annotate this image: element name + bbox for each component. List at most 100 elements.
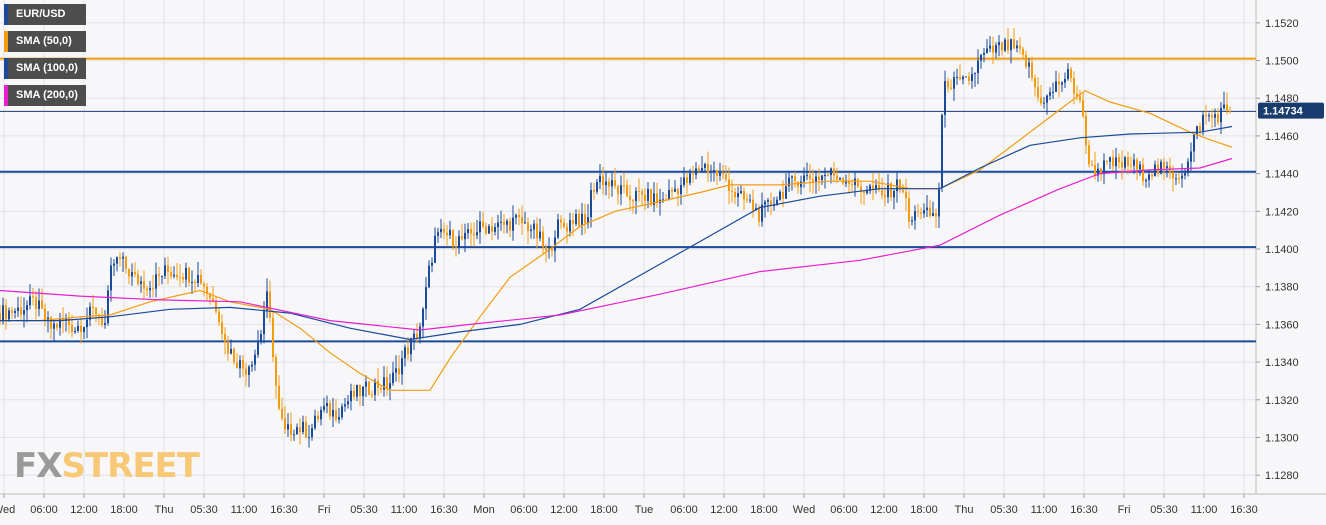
candle-body [740,191,742,194]
candle-body [71,324,73,333]
candle-body [506,220,508,225]
candle-body [752,199,754,211]
candle-body [713,170,715,172]
candle-body [1136,159,1138,170]
candle-body [314,415,316,429]
candle-body [236,362,238,369]
candle-body [1181,175,1183,179]
candle-body [1001,42,1003,51]
candle-body [227,341,229,354]
x-tick-label: 16:30 [1070,504,1098,516]
fxstreet-logo: FXSTREET [14,446,200,486]
candle-body [272,317,274,358]
candle-body [248,366,250,375]
candle-body [608,181,610,187]
candle-body [1148,174,1150,180]
candle-body [1061,82,1063,85]
candle-body [155,274,157,289]
candle-body [1022,48,1024,55]
candle-body [1019,45,1021,49]
candle-body [980,54,982,61]
candle-body [764,201,766,205]
candle-body [830,168,832,176]
candle-body [395,368,397,373]
x-tick-label: 12:00 [710,504,738,516]
x-tick-label: 06:00 [830,504,858,516]
y-tick-label: 1.1340 [1265,357,1299,369]
candle-body [746,199,748,201]
y-tick-label: 1.1320 [1265,395,1299,407]
candle-body [317,415,319,420]
candle-body [521,217,523,224]
candle-body [1025,54,1027,67]
candle-body [1160,161,1162,174]
candle-body [533,223,535,230]
y-tick-label: 1.1420 [1265,206,1299,218]
candle-body [947,81,949,88]
candle-body [1187,161,1189,174]
candle-body [215,300,217,312]
candle-body [251,364,253,367]
x-tick-label: Wed [793,504,815,516]
candle-body [1130,165,1132,167]
candle-body [74,331,76,333]
candle-body [0,313,1,322]
candle-body [689,173,691,183]
candle-body [800,181,802,188]
candle-body [563,222,565,228]
candle-body [884,195,886,198]
legend-sma-200[interactable]: SMA (200,0) [4,85,86,106]
candle-body [1115,157,1117,167]
candle-body [1124,157,1126,168]
candle-body [1070,69,1072,78]
candle-body [20,307,22,315]
candle-body [398,368,400,375]
candle-body [311,428,313,438]
candle-body [473,233,475,236]
candle-body [503,221,505,225]
candle-body [497,222,499,228]
candle-body [380,387,382,390]
legend-symbol[interactable]: EUR/USD [4,4,86,25]
candle-body [569,219,571,232]
y-tick-label: 1.1300 [1265,432,1299,444]
candle-body [908,198,910,222]
legend-swatch-sma-200 [4,85,8,106]
candle-body [422,308,424,327]
x-tick-label: 05:30 [350,504,378,516]
x-tick-label: 11:00 [1191,504,1218,516]
candle-body [305,421,307,438]
candle-body [893,191,895,198]
candle-body [971,73,973,81]
candle-body [695,168,697,175]
candle-body [332,409,334,417]
candle-body [926,207,928,211]
candle-body [1226,104,1228,111]
candle-body [68,318,70,325]
x-tick-label: Fri [318,504,331,516]
candle-body [347,401,349,405]
candle-body [1154,164,1156,177]
candle-body [686,177,688,183]
candle-body [758,208,760,222]
candle-body [839,178,841,180]
candle-body [1055,81,1057,92]
candle-body [1139,164,1141,170]
legend-sma-50[interactable]: SMA (50,0) [4,31,86,52]
candle-body [536,223,538,239]
legend-symbol-label: EUR/USD [16,8,66,20]
x-tick-label: 18:00 [750,504,778,516]
candle-body [179,277,181,279]
candle-body [89,306,91,320]
candle-body [899,179,901,190]
candle-body [362,386,364,397]
candle-body [392,372,394,384]
legend-sma-100[interactable]: SMA (100,0) [4,58,86,79]
candle-body [623,185,625,187]
candle-body [914,211,916,221]
candle-body [905,191,907,199]
candle-body [485,226,487,234]
candle-body [647,189,649,201]
candle-body [575,214,577,224]
